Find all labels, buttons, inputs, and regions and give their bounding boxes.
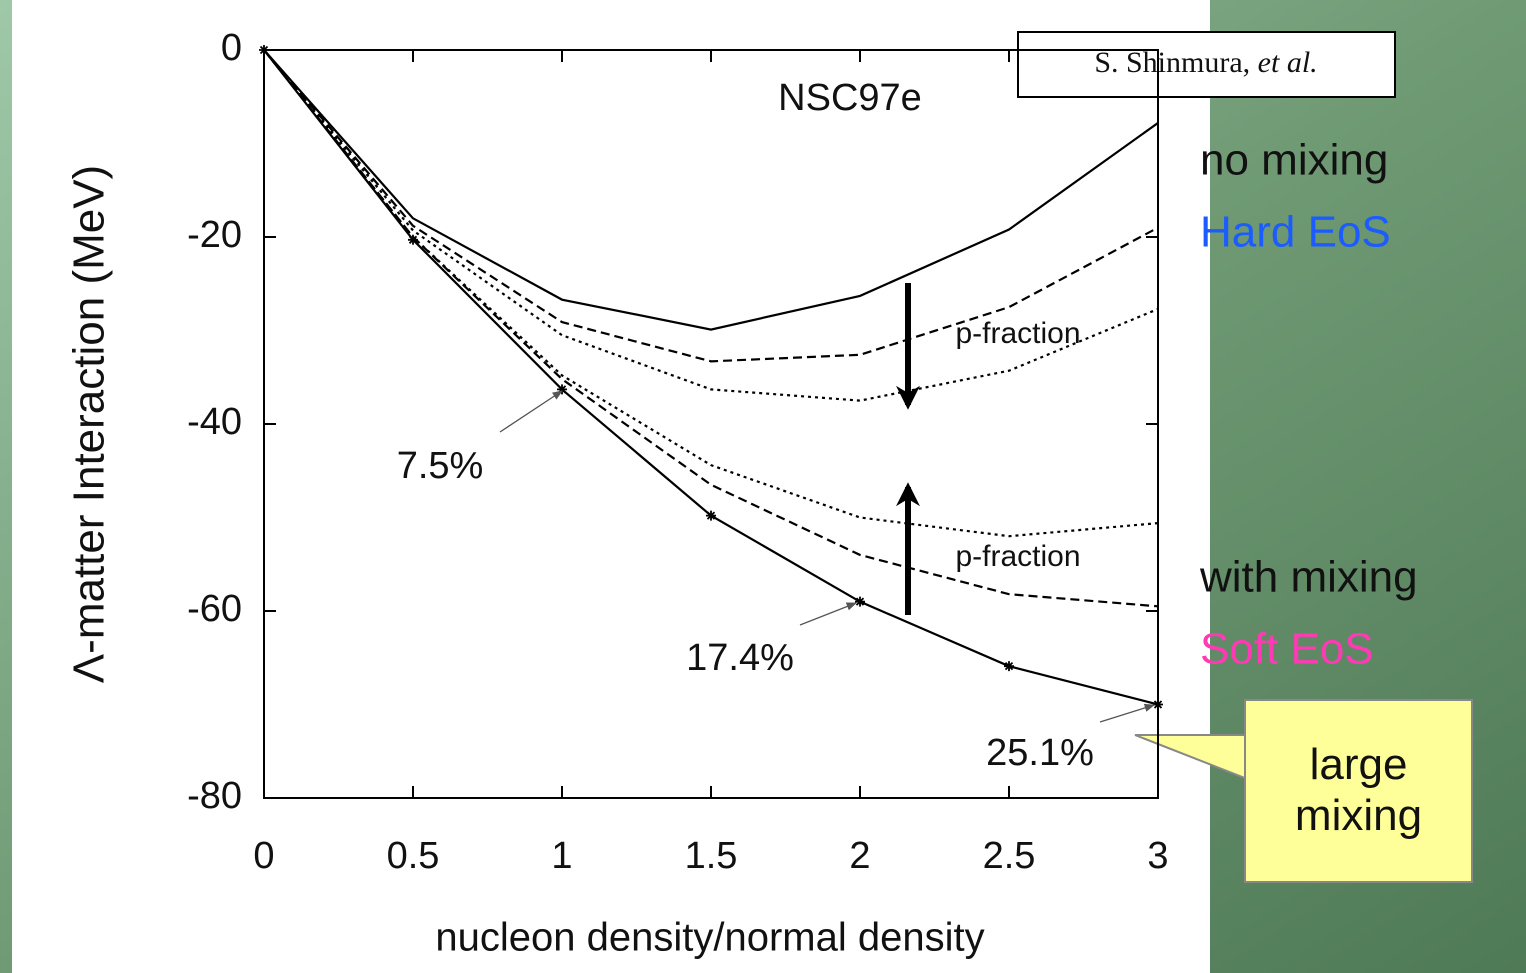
- chart-title: NSC97e: [778, 77, 922, 119]
- series-line: [263, 49, 1159, 402]
- side-label: Hard EoS: [1200, 208, 1391, 257]
- credit: S. Shinmura, et al.: [1094, 46, 1317, 79]
- x-axis-label: nucleon density/normal density: [435, 916, 984, 960]
- annotation: 25.1%: [986, 732, 1094, 774]
- series-marker: [408, 234, 418, 245]
- x-tick-label: 1.5: [685, 835, 738, 877]
- annotation: 17.4%: [686, 637, 794, 679]
- annotation-arrow: [1099, 703, 1155, 723]
- x-tick-label: 0.5: [387, 835, 440, 877]
- side-label: Soft EoS: [1200, 625, 1374, 674]
- annotation-arrow: [499, 390, 563, 433]
- x-tick-label: 0: [253, 835, 274, 877]
- credit-box: [1017, 31, 1396, 98]
- credit-author: S. Shinmura,: [1094, 46, 1250, 79]
- y-tick-label: 0: [221, 27, 242, 69]
- x-tick-label: 3: [1147, 835, 1168, 877]
- series-marker: [1004, 661, 1014, 672]
- series-marker: [855, 596, 865, 607]
- x-tick-label: 1: [551, 835, 572, 877]
- credit-etal: et al.: [1258, 46, 1318, 79]
- side-label: no mixing: [1200, 136, 1388, 185]
- y-tick-label: -60: [187, 588, 242, 630]
- y-tick-label: -40: [187, 401, 242, 443]
- series-line: [263, 49, 1159, 363]
- callout-box: [1244, 699, 1473, 883]
- y-tick-label: -20: [187, 214, 242, 256]
- chart-panel: [12, 0, 1210, 973]
- annotation: p-fraction: [955, 540, 1080, 573]
- x-tick-label: 2.5: [983, 835, 1036, 877]
- annotation: p-fraction: [955, 317, 1080, 350]
- side-label: with mixing: [1199, 553, 1418, 602]
- callout-text: large mixing: [1294, 740, 1423, 840]
- x-tick-label: 2: [849, 835, 870, 877]
- y-axis-label: Λ-matter Interaction (MeV): [65, 165, 114, 683]
- annotation-arrow: [799, 602, 857, 626]
- series-line: [263, 49, 1159, 331]
- series-marker: [557, 384, 567, 395]
- series-marker: [706, 510, 716, 521]
- series-marker: [1153, 699, 1163, 710]
- annotation: 7.5%: [397, 445, 484, 487]
- series-marker: [259, 45, 269, 55]
- y-tick-label: -80: [187, 775, 242, 817]
